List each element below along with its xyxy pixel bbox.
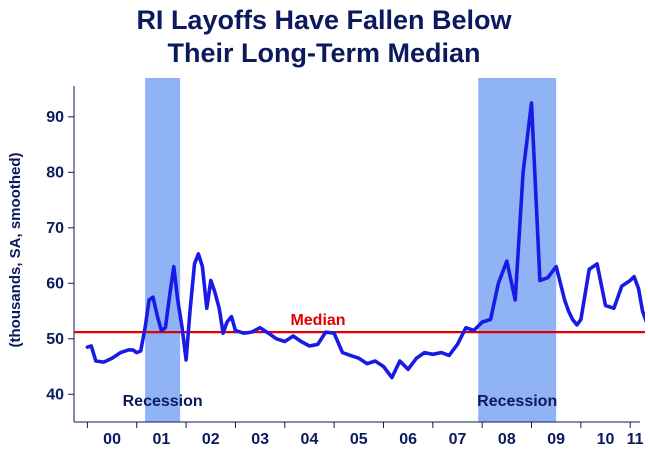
- x-tick-label-07: 07: [449, 431, 467, 448]
- x-tick-label-04: 04: [301, 431, 319, 448]
- recession-band-1: [145, 78, 181, 422]
- x-tick-label-06: 06: [399, 431, 417, 448]
- x-tick-label-09: 09: [547, 431, 565, 448]
- axes: 40 50 60 70 80 90 00 01 02 03 04 05 06 07 08 09 10 11: [46, 86, 644, 448]
- x-tick-label-08: 08: [498, 431, 516, 448]
- y-axis-label: (thousands, SA, smoothed): [7, 152, 24, 347]
- y-tick-label-70: 70: [46, 220, 64, 237]
- recession-label-1: Recession: [123, 393, 203, 410]
- series-line-1: [85, 101, 645, 380]
- x-tick-label-01: 01: [153, 431, 171, 448]
- y-tick-label-90: 90: [46, 109, 64, 126]
- y-tick-label-40: 40: [46, 386, 64, 403]
- x-tick-label-10: 10: [597, 431, 615, 448]
- x-tick-label-00: 00: [103, 431, 121, 448]
- x-tick-label-02: 02: [202, 431, 220, 448]
- series-layer: [85, 101, 645, 380]
- y-tick-label-50: 50: [46, 331, 64, 348]
- x-tick-label-05: 05: [350, 431, 368, 448]
- chart-title: RI Layoffs Have Fallen Below Their Long-…: [0, 4, 648, 70]
- recession-bands: Recession Recession: [123, 78, 557, 422]
- x-tick-label-03: 03: [251, 431, 269, 448]
- y-tick-label-60: 60: [46, 275, 64, 292]
- y-tick-label-80: 80: [46, 164, 64, 181]
- chart-title-line-2: Their Long-Term Median: [167, 38, 481, 68]
- x-tick-label-11: 11: [627, 431, 644, 448]
- median-label: Median: [290, 312, 345, 329]
- chart-title-line-1: RI Layoffs Have Fallen Below: [136, 5, 512, 35]
- recession-label-2: Recession: [477, 393, 557, 410]
- median-layer: Median: [74, 312, 645, 334]
